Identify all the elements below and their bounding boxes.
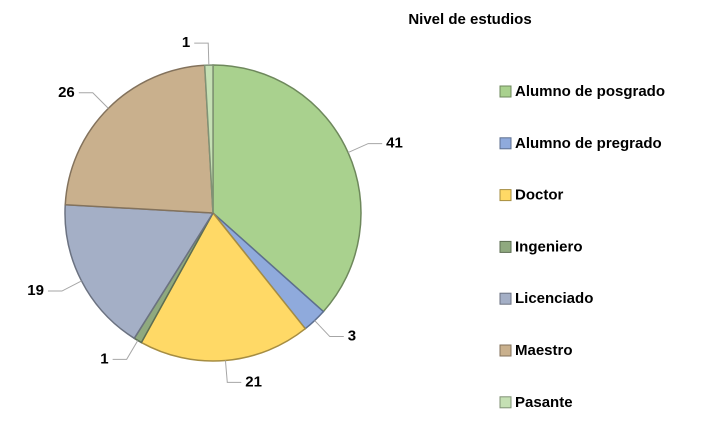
- data-label: 41: [386, 135, 403, 152]
- legend-label: Doctor: [515, 187, 563, 204]
- data-label: 26: [58, 84, 75, 101]
- leader-line: [314, 320, 344, 338]
- leader-line: [224, 360, 242, 383]
- leader-line: [347, 143, 383, 154]
- data-label: 1: [100, 350, 108, 367]
- legend-label: Alumno de pregrado: [515, 135, 662, 152]
- data-label: 21: [245, 373, 262, 390]
- legend-swatch: [499, 137, 512, 150]
- pie-slice: [64, 203, 215, 340]
- legend-label: Licenciado: [515, 290, 593, 307]
- leader-line: [194, 42, 210, 66]
- legend-swatch: [499, 292, 512, 305]
- pie-slice: [212, 64, 362, 313]
- legend-label: Alumno de posgrado: [515, 83, 665, 100]
- chart-title: Nivel de estudios: [408, 11, 531, 28]
- legend-swatch: [499, 85, 512, 98]
- legend-label: Maestro: [515, 342, 573, 359]
- pie-slice: [64, 64, 214, 214]
- data-label: 19: [27, 282, 44, 299]
- legend-swatch: [499, 189, 512, 202]
- legend-swatch: [499, 396, 512, 409]
- leader-line: [78, 92, 109, 109]
- legend-swatch: [499, 240, 512, 253]
- legend-label: Pasante: [515, 394, 573, 411]
- leader-line: [112, 340, 139, 360]
- legend-label: Ingeniero: [515, 238, 583, 255]
- leader-line: [47, 280, 82, 292]
- data-label: 1: [182, 34, 190, 51]
- legend-swatch: [499, 344, 512, 357]
- pie-slice: [140, 211, 307, 362]
- data-label: 3: [348, 328, 356, 345]
